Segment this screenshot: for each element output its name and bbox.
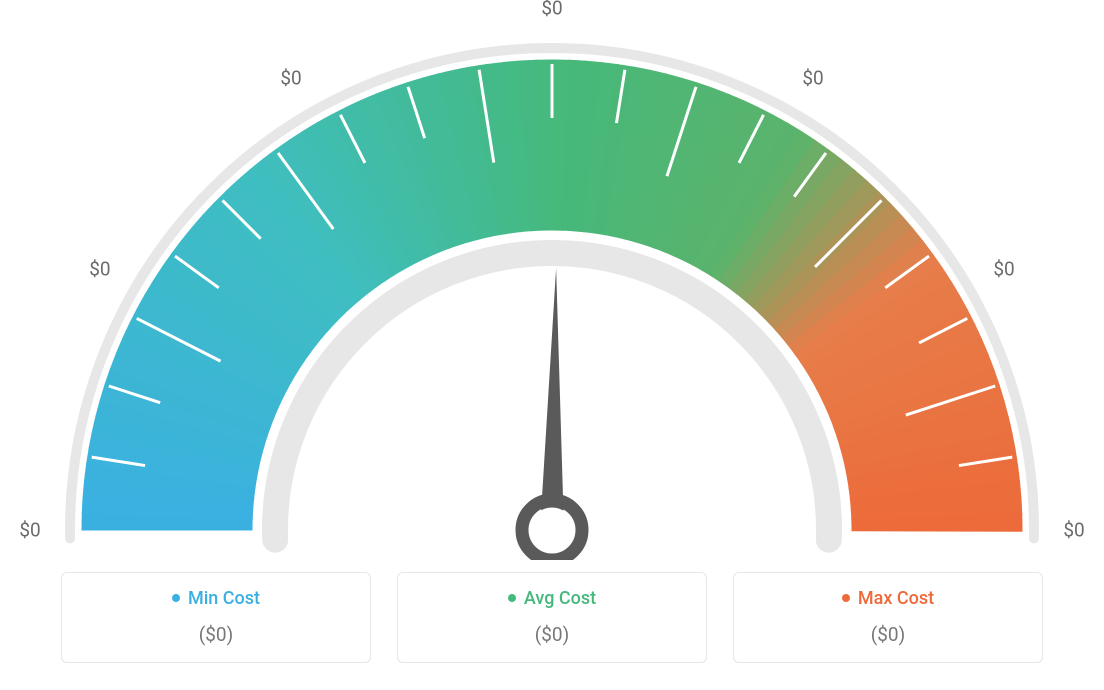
legend-label: Avg Cost xyxy=(524,588,596,609)
gauge-tick-label: $0 xyxy=(1063,519,1084,542)
legend-label: Min Cost xyxy=(188,588,260,609)
legend-title-avg: Avg Cost xyxy=(508,588,596,609)
gauge-tick-label: $0 xyxy=(280,66,301,89)
gauge-tick-label: $0 xyxy=(993,258,1014,281)
gauge-tick-label: $0 xyxy=(802,66,823,89)
gauge-svg xyxy=(0,0,1104,560)
legend-card-max: Max Cost ($0) xyxy=(733,572,1043,663)
legend-value-min: ($0) xyxy=(72,623,360,646)
legend-value-avg: ($0) xyxy=(408,623,696,646)
gauge-tick-label: $0 xyxy=(19,519,40,542)
legend-title-min: Min Cost xyxy=(172,588,260,609)
dot-icon xyxy=(172,594,180,602)
legend-card-min: Min Cost ($0) xyxy=(61,572,371,663)
gauge-tick-label: $0 xyxy=(541,0,562,20)
dot-icon xyxy=(842,594,850,602)
dot-icon xyxy=(508,594,516,602)
gauge-tick-label: $0 xyxy=(89,258,110,281)
legend-label: Max Cost xyxy=(858,588,934,609)
legend-title-max: Max Cost xyxy=(842,588,934,609)
legend-row: Min Cost ($0) Avg Cost ($0) Max Cost ($0… xyxy=(0,572,1104,663)
legend-card-avg: Avg Cost ($0) xyxy=(397,572,707,663)
legend-value-max: ($0) xyxy=(744,623,1032,646)
gauge-chart: $0 $0 $0 $0 $0 $0 $0 xyxy=(0,0,1104,560)
